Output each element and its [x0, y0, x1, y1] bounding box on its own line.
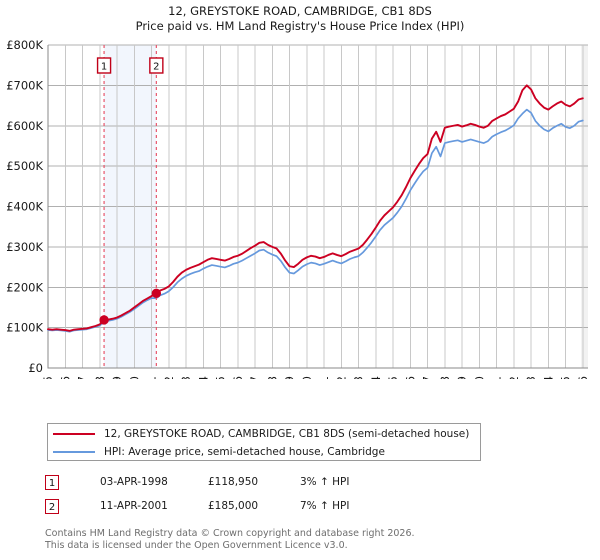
- x-tick-label: 2008: [265, 376, 279, 379]
- title-secondary: Price paid vs. HM Land Registry's House …: [135, 19, 465, 33]
- x-tick-label: 2000: [127, 376, 141, 379]
- x-tick-label: 2007: [248, 376, 262, 379]
- y-tick-label: £300K: [6, 240, 43, 254]
- x-tick-label: 1998: [93, 376, 107, 379]
- legend-label-hpi: HPI: Average price, semi-detached house,…: [104, 446, 385, 458]
- x-tick-label: 2020: [472, 376, 486, 379]
- sale-hpi-delta-2: 7% ↑ HPI: [300, 500, 350, 512]
- x-tick-label: 2024: [541, 376, 555, 379]
- x-tick-label: 2003: [179, 376, 193, 379]
- x-tick-label: 2017: [421, 376, 435, 379]
- x-tick-label: 2010: [300, 376, 314, 379]
- chart-legend: 12, GREYSTOKE ROAD, CAMBRIDGE, CB1 8DS (…: [47, 423, 481, 461]
- x-tick-label: 2006: [231, 376, 245, 379]
- title-primary: 12, GREYSTOKE ROAD, CAMBRIDGE, CB1 8DS: [168, 4, 432, 18]
- y-tick-label: £100K: [6, 321, 43, 335]
- x-tick-label: 2012: [334, 376, 348, 379]
- y-tick-label: £0: [28, 361, 43, 375]
- x-tick-label: 2002: [162, 376, 176, 379]
- legend-swatch-hpi: [53, 451, 95, 453]
- y-axis-tick-labels: £0 £100K £200K £300K £400K £500K £600K £700K £80…: [6, 38, 43, 375]
- sale-point-marker-2[interactable]: [151, 288, 162, 299]
- x-tick-label: 2013: [352, 376, 366, 379]
- footer-line-copyright: Contains HM Land Registry data © Crown c…: [45, 528, 415, 539]
- sale-date-1: 03-APR-1998: [100, 476, 168, 488]
- x-tick-label: 2023: [524, 376, 538, 379]
- x-axis-tick-labels: 19951996 1997199819992000 2001200220032004…: [41, 376, 590, 379]
- x-tick-label: 2025: [559, 376, 573, 379]
- x-tick-label: 2005: [214, 376, 228, 379]
- sale-date-2: 11-APR-2001: [100, 500, 168, 512]
- event-box-1[interactable]: [96, 57, 112, 74]
- axis-frame: [47, 45, 588, 369]
- sale-price-2: £185,000: [208, 500, 259, 512]
- sale-point-marker-1[interactable]: [99, 315, 109, 325]
- x-tick-label: 2016: [403, 376, 417, 379]
- footer-attribution: Contains HM Land Registry data © Crown c…: [45, 528, 590, 551]
- chart-axes: [47, 45, 588, 369]
- footer-line-licence: This data is licensed under the Open Gov…: [45, 539, 348, 551]
- sale-marker-index-1: 1: [45, 474, 59, 490]
- sales-table: 1 03-APR-1998 £118,950 3% ↑ HPI 2 11-APR…: [45, 470, 465, 518]
- y-tick-label: £700K: [6, 78, 43, 92]
- event-box-label-2: 2: [153, 62, 159, 73]
- event-box-label-1: 1: [101, 62, 107, 73]
- x-tick-label: 1996: [58, 376, 72, 379]
- y-tick-label: £500K: [6, 159, 43, 173]
- legend-item-hpi: HPI: Average price, semi-detached house,…: [48, 443, 480, 461]
- x-tick-label: 2019: [455, 376, 469, 379]
- x-tick-label: 2018: [438, 376, 452, 379]
- x-tick-label: 1999: [110, 376, 124, 379]
- series-line-price-paid: [47, 84, 584, 332]
- legend-label-price-paid: 12, GREYSTOKE ROAD, CAMBRIDGE, CB1 8DS (…: [104, 428, 470, 440]
- legend-item-price-paid: 12, GREYSTOKE ROAD, CAMBRIDGE, CB1 8DS (…: [48, 425, 480, 443]
- x-tick-label: 2022: [507, 376, 521, 379]
- sale-hpi-delta-1: 3% ↑ HPI: [300, 476, 350, 488]
- sale-price-1: £118,950: [208, 476, 259, 488]
- x-tick-label: 2014: [369, 376, 383, 379]
- y-tick-label: £800K: [6, 38, 43, 52]
- page-title: 12, GREYSTOKE ROAD, CAMBRIDGE, CB1 8DS P…: [0, 4, 600, 34]
- y-tick-label: £400K: [6, 200, 43, 214]
- sale-marker-index-2: 2: [45, 498, 59, 514]
- x-tick-label: 2001: [145, 376, 159, 379]
- series-line-hpi: [47, 108, 584, 333]
- chart-series: [47, 84, 584, 333]
- table-row: 2 11-APR-2001 £185,000 7% ↑ HPI: [45, 494, 465, 518]
- x-tick-label: 2015: [386, 376, 400, 379]
- x-tick-label: 1997: [76, 376, 90, 379]
- x-tick-label: 2004: [196, 376, 210, 379]
- x-tick-label: 1995: [41, 376, 55, 379]
- x-tick-label: 2011: [317, 376, 331, 379]
- event-box-2[interactable]: [149, 57, 164, 74]
- x-tick-label: 2009: [283, 376, 297, 379]
- y-tick-label: £200K: [6, 280, 43, 294]
- x-tick-label: 2021: [490, 376, 504, 379]
- legend-swatch-price-paid: [53, 433, 95, 435]
- table-row: 1 03-APR-1998 £118,950 3% ↑ HPI: [45, 470, 465, 494]
- x-tick-label: 2026: [576, 376, 590, 379]
- y-tick-label: £600K: [6, 119, 43, 133]
